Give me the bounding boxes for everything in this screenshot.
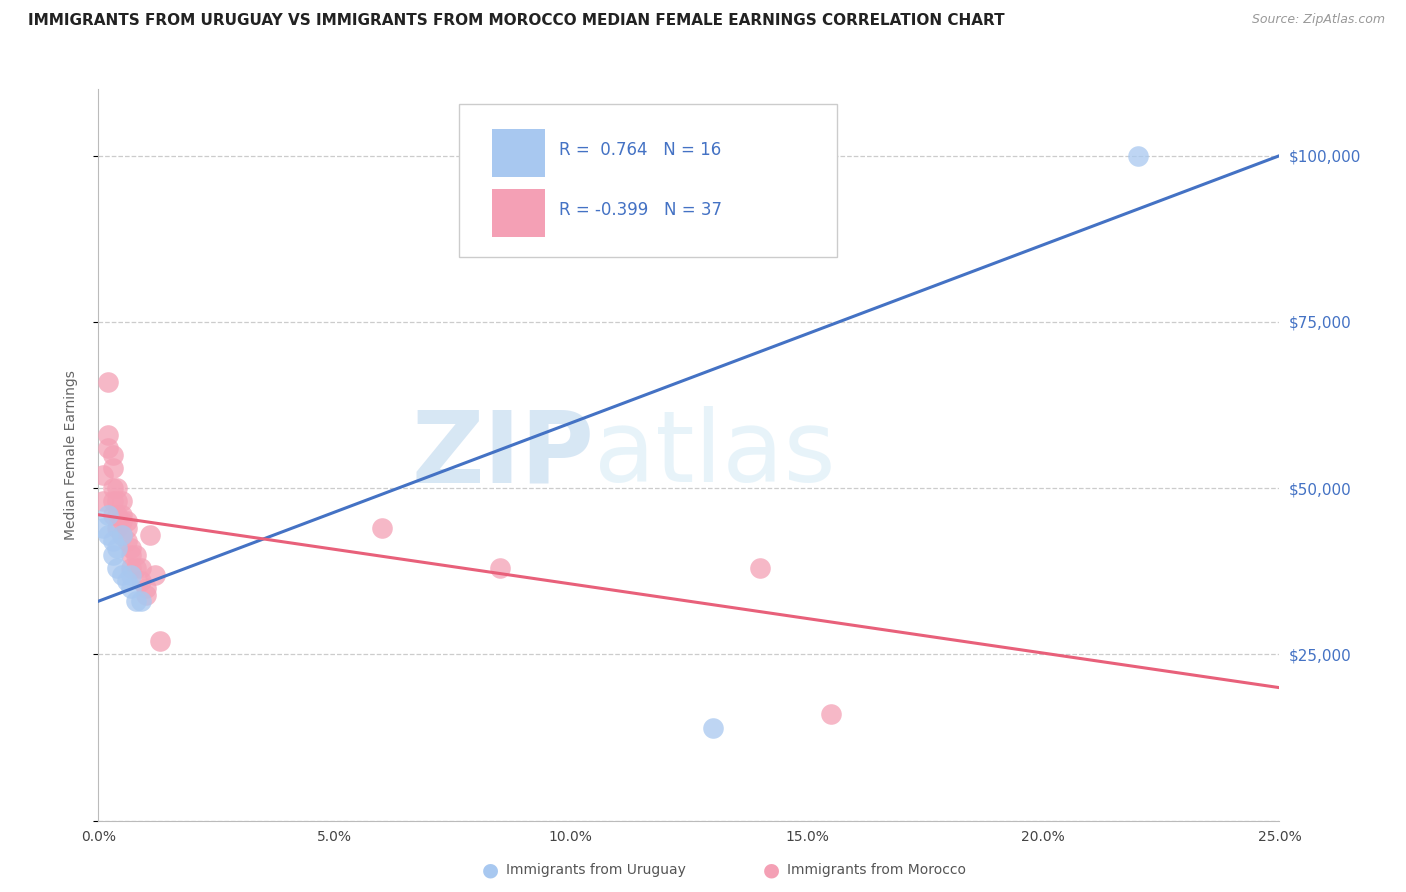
- Point: [101, 534, 124, 549]
- Point: [125, 561, 148, 575]
- Point: [115, 515, 138, 529]
- Point: [135, 581, 157, 595]
- Point: [111, 527, 134, 541]
- Point: [111, 567, 134, 582]
- Point: [105, 481, 128, 495]
- Point: [115, 521, 138, 535]
- Point: [105, 508, 128, 522]
- Y-axis label: Median Female Earnings: Median Female Earnings: [63, 370, 77, 540]
- Point: [97, 442, 120, 456]
- Point: [135, 588, 157, 602]
- Point: [702, 721, 724, 735]
- Text: Immigrants from Uruguay: Immigrants from Uruguay: [506, 863, 686, 877]
- Text: ●: ●: [482, 860, 499, 880]
- Point: [101, 481, 124, 495]
- Point: [125, 548, 148, 562]
- Text: Immigrants from Morocco: Immigrants from Morocco: [787, 863, 966, 877]
- Text: ●: ●: [763, 860, 780, 880]
- Point: [115, 574, 138, 589]
- Point: [139, 527, 162, 541]
- Point: [1126, 149, 1149, 163]
- Point: [101, 461, 124, 475]
- Point: [149, 634, 172, 648]
- Point: [105, 521, 128, 535]
- Point: [105, 494, 128, 508]
- Point: [101, 494, 124, 508]
- Point: [121, 567, 143, 582]
- Point: [820, 707, 842, 722]
- Point: [111, 527, 134, 541]
- Point: [97, 428, 120, 442]
- Point: [97, 375, 120, 389]
- Point: [125, 594, 148, 608]
- Point: [489, 561, 512, 575]
- Text: R = -0.399   N = 37: R = -0.399 N = 37: [560, 201, 723, 219]
- Point: [143, 567, 166, 582]
- Text: atlas: atlas: [595, 407, 837, 503]
- Point: [97, 527, 120, 541]
- Text: Source: ZipAtlas.com: Source: ZipAtlas.com: [1251, 13, 1385, 27]
- Point: [748, 561, 770, 575]
- Point: [121, 541, 143, 555]
- FancyBboxPatch shape: [492, 129, 546, 177]
- Point: [91, 521, 114, 535]
- Point: [121, 548, 143, 562]
- FancyBboxPatch shape: [492, 189, 546, 237]
- Point: [101, 508, 124, 522]
- Point: [129, 594, 152, 608]
- Point: [101, 448, 124, 462]
- Point: [111, 515, 134, 529]
- Point: [91, 494, 114, 508]
- Point: [115, 534, 138, 549]
- Point: [129, 561, 152, 575]
- Point: [97, 508, 120, 522]
- Point: [121, 561, 143, 575]
- Text: ZIP: ZIP: [412, 407, 595, 503]
- Text: R =  0.764   N = 16: R = 0.764 N = 16: [560, 141, 721, 159]
- Point: [121, 581, 143, 595]
- Point: [371, 521, 394, 535]
- Text: IMMIGRANTS FROM URUGUAY VS IMMIGRANTS FROM MOROCCO MEDIAN FEMALE EARNINGS CORREL: IMMIGRANTS FROM URUGUAY VS IMMIGRANTS FR…: [28, 13, 1005, 29]
- FancyBboxPatch shape: [458, 103, 837, 258]
- Point: [101, 548, 124, 562]
- Point: [111, 494, 134, 508]
- Point: [91, 467, 114, 482]
- Point: [105, 561, 128, 575]
- Point: [129, 574, 152, 589]
- Point: [105, 541, 128, 555]
- Point: [111, 508, 134, 522]
